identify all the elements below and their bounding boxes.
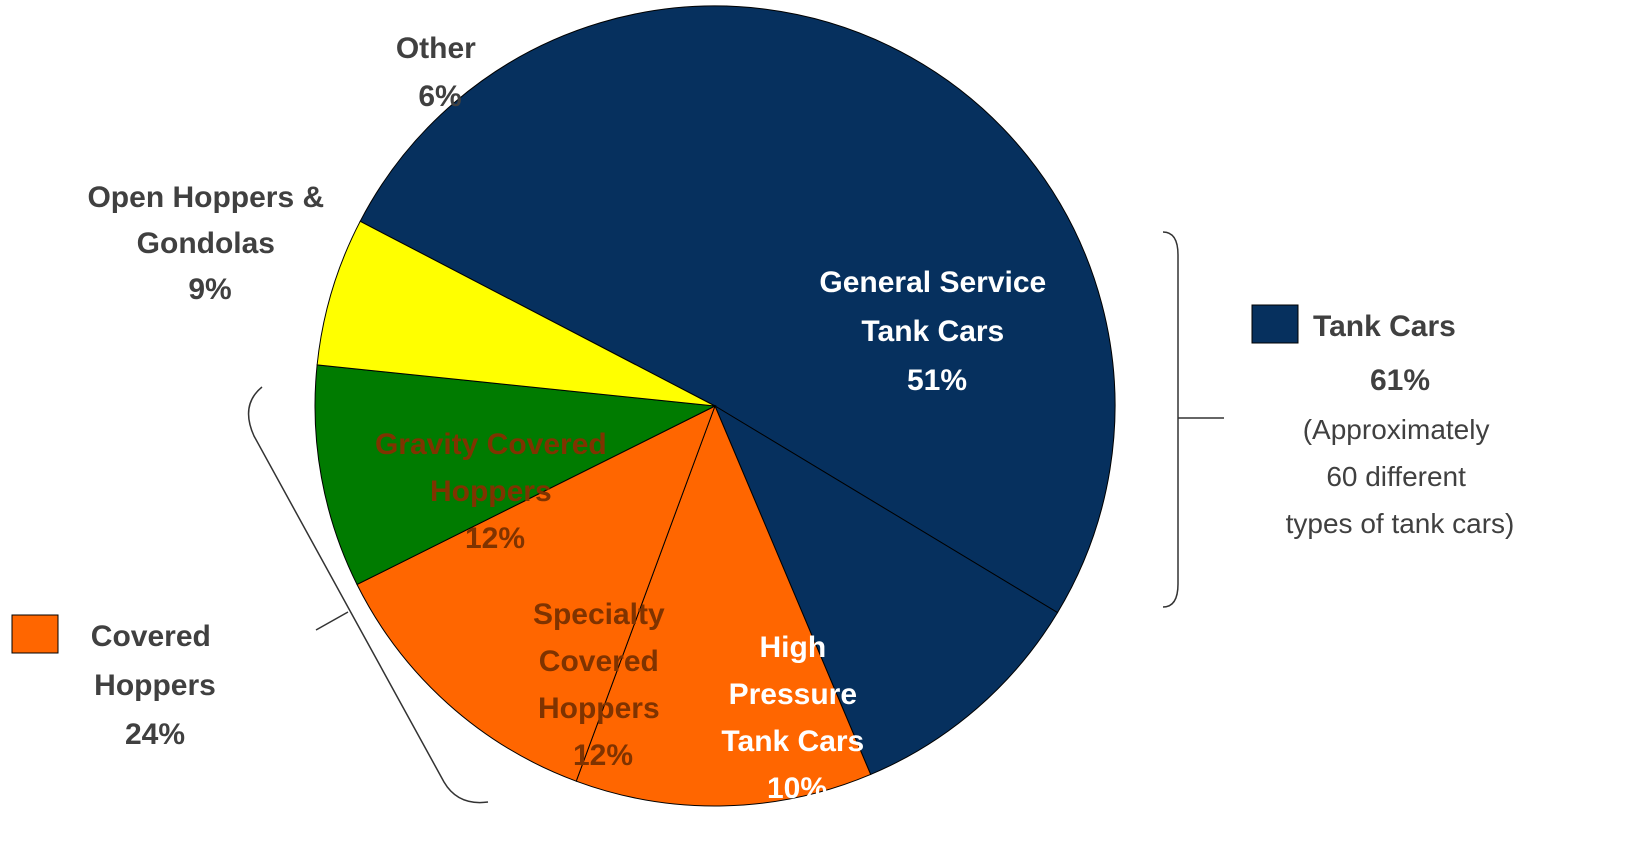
slice-label-line: 12% [465, 522, 525, 555]
covered-hoppers-legend-label: Covered Hoppers [91, 620, 219, 702]
tank-cars-bracket [1162, 231, 1179, 608]
slice-label-line: Tank Cars [721, 725, 864, 758]
slice-label-line: General Service [819, 266, 1046, 299]
slice-label-specialty-covered: Specialty Covered Hoppers 12% [533, 598, 673, 772]
slice-label-line: 12% [573, 739, 633, 772]
slice-label-open-hoppers: Open Hoppers & Gondolas 9% [87, 181, 332, 306]
slice-label-line: Other [396, 32, 476, 65]
slice-label-gravity-covered: Gravity Covered Hoppers 12% [375, 428, 615, 555]
pie-slice-other [316, 220, 716, 407]
pie-slices [314, 5, 1116, 807]
pie-slice-open-hoppers [314, 364, 717, 586]
tank-cars-note-line: 60 different [1326, 461, 1466, 492]
slice-label-line: 51% [907, 364, 967, 397]
covered-hoppers-legend-percent: 24% [125, 718, 185, 751]
slice-label-line: High [760, 631, 827, 664]
slice-label-line: Specialty [533, 598, 665, 631]
tank-cars-note-line: types of tank cars) [1286, 508, 1515, 539]
slice-label-line: Hoppers [430, 475, 552, 508]
covered-hoppers-bracket [247, 386, 489, 804]
covered-hoppers-label-line: Covered [91, 620, 211, 653]
covered-hoppers-legend-swatch [11, 614, 59, 654]
slice-label-line: 9% [188, 273, 231, 306]
slice-label-other: Other 6% [396, 32, 484, 113]
covered-hoppers-label-line: Hoppers [94, 669, 216, 702]
tank-cars-legend-swatch [1251, 304, 1299, 344]
covered-hoppers-connector [315, 611, 349, 631]
tank-cars-legend-percent: 61% [1370, 364, 1430, 397]
slice-label-line: Gravity Covered [375, 428, 607, 461]
slice-label-general-service: General Service Tank Cars 51% [819, 266, 1054, 397]
pie-slice-specialty-covered [575, 404, 872, 807]
slice-label-high-pressure: High Pressure Tank Cars 10% [721, 631, 872, 805]
tank-cars-legend-note: (Approximately 60 different types of tan… [1286, 414, 1515, 539]
pie-slice-gravity-covered [356, 404, 716, 782]
slice-label-line: Covered [539, 645, 659, 678]
pie-slice-general-service [359, 5, 1116, 614]
tank-cars-note-line: (Approximately [1303, 414, 1490, 445]
slice-label-line: Tank Cars [861, 315, 1004, 348]
slice-label-line: Gondolas [137, 227, 275, 260]
slice-label-line: Pressure [729, 678, 857, 711]
slice-label-line: 10% [767, 772, 827, 805]
slice-label-line: Open Hoppers & [87, 181, 324, 214]
slice-label-line: 6% [418, 80, 461, 113]
tank-cars-legend-label: Tank Cars [1313, 310, 1456, 343]
slice-label-line: Hoppers [538, 692, 660, 725]
pie-slice-high-pressure [713, 404, 1059, 776]
